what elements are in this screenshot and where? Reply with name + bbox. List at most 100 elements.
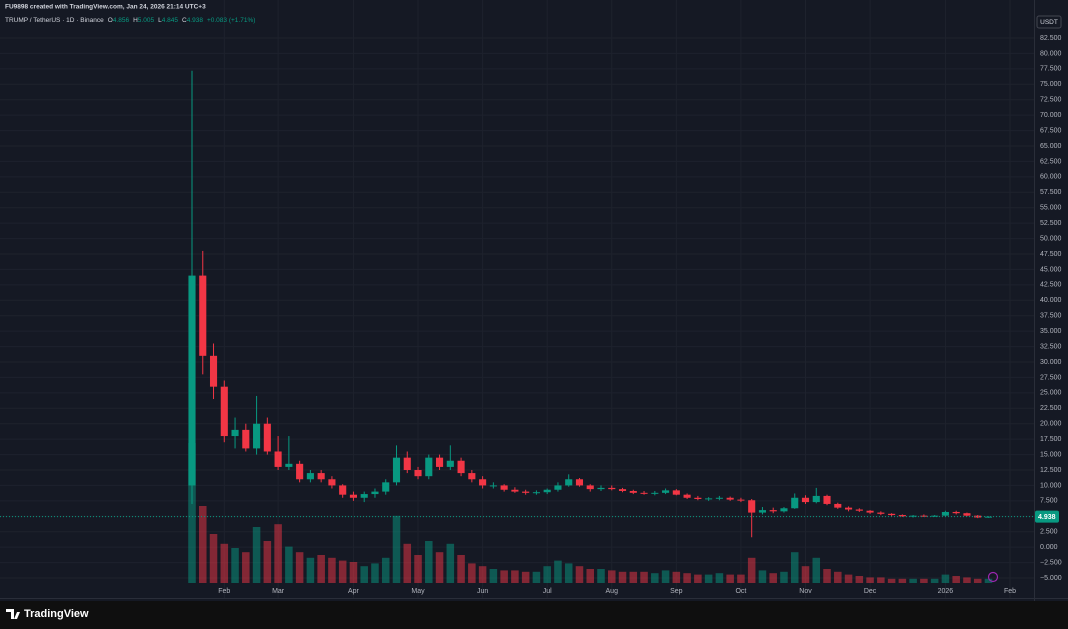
candle-body bbox=[898, 515, 906, 517]
y-tick-label: 72.500 bbox=[1040, 97, 1062, 104]
volume-bar bbox=[414, 555, 422, 583]
currency-button[interactable] bbox=[1036, 15, 1062, 29]
candle-body bbox=[532, 492, 540, 494]
legend-key: O bbox=[108, 17, 113, 24]
candle-body bbox=[941, 511, 949, 516]
volume-bar bbox=[543, 566, 551, 583]
volume-bar bbox=[381, 557, 390, 583]
candle-body bbox=[618, 489, 627, 491]
y-tick-label: 35.000 bbox=[1040, 328, 1062, 335]
y-tick-label: 37.500 bbox=[1040, 313, 1062, 320]
event-icon[interactable] bbox=[987, 571, 999, 583]
legend-key: L bbox=[158, 17, 162, 24]
volume-bar bbox=[909, 578, 917, 583]
candle-body bbox=[382, 482, 390, 492]
candle-body bbox=[392, 457, 401, 483]
y-tick-label: 82.500 bbox=[1040, 35, 1062, 42]
candle-body bbox=[414, 470, 422, 477]
candle-body bbox=[468, 473, 476, 480]
candle-body bbox=[748, 500, 756, 513]
x-tick-label: Jun bbox=[477, 588, 488, 595]
candle-body bbox=[543, 489, 551, 493]
candle-body bbox=[425, 457, 433, 477]
logo-icon bbox=[6, 609, 20, 619]
candle-body bbox=[963, 513, 971, 516]
attribution: FU9898 created with TradingView.com, Jan… bbox=[5, 4, 206, 11]
candle-body bbox=[791, 497, 799, 509]
volume-bar bbox=[629, 571, 638, 583]
candle-body bbox=[931, 515, 939, 517]
axes: −5.000−2.5000.0002.5005.0007.50010.00012… bbox=[218, 35, 1061, 595]
y-tick-label: 27.500 bbox=[1040, 374, 1062, 381]
y-tick-label: 57.500 bbox=[1040, 189, 1062, 196]
candle-body bbox=[242, 429, 250, 449]
volume-bar bbox=[769, 573, 777, 583]
volume-bar bbox=[973, 578, 982, 583]
y-tick-label: 25.000 bbox=[1040, 390, 1062, 397]
volume-bar bbox=[597, 569, 605, 583]
volume-bar bbox=[285, 546, 293, 583]
candle-body bbox=[457, 460, 465, 474]
volume-bar bbox=[661, 570, 670, 583]
x-tick-label: Dec bbox=[864, 588, 877, 595]
volume-bar bbox=[694, 574, 702, 583]
volume-bar bbox=[435, 552, 444, 583]
volume-bar bbox=[306, 557, 315, 583]
candle-body bbox=[909, 515, 917, 517]
volume-bar bbox=[403, 543, 412, 583]
last-price-tag bbox=[1035, 510, 1059, 523]
candle-body bbox=[812, 495, 820, 503]
candle-body bbox=[371, 491, 379, 495]
volume-bar bbox=[844, 574, 853, 583]
grid bbox=[0, 0, 1034, 598]
volume-bar bbox=[747, 557, 756, 583]
candle-body bbox=[328, 479, 336, 486]
volume-bar bbox=[446, 543, 455, 583]
candle-body bbox=[608, 487, 616, 490]
candle-body bbox=[446, 460, 454, 467]
candle-body bbox=[500, 485, 508, 490]
candle-body bbox=[920, 515, 928, 517]
volume-bar bbox=[554, 560, 562, 583]
legend-key: C bbox=[182, 17, 187, 24]
candle-body bbox=[188, 275, 196, 486]
footer-logo: TradingView bbox=[6, 608, 89, 620]
candle-body bbox=[726, 497, 734, 500]
y-tick-label: 60.000 bbox=[1040, 174, 1062, 181]
volume-bar bbox=[715, 573, 724, 583]
candle-body bbox=[586, 485, 594, 490]
candle-body bbox=[801, 497, 810, 503]
legend-value: 5.005 bbox=[138, 17, 155, 24]
y-tick-label: 75.000 bbox=[1040, 81, 1062, 88]
volume-bar bbox=[780, 571, 788, 583]
volume-bar bbox=[478, 566, 487, 583]
x-tick-label: Jul bbox=[543, 588, 552, 595]
candle-body bbox=[694, 497, 702, 500]
x-tick-label: Feb bbox=[1004, 588, 1016, 595]
candle-body bbox=[285, 463, 293, 467]
y-tick-label: 62.500 bbox=[1040, 158, 1062, 165]
volume-bar bbox=[683, 573, 691, 583]
volume-bar bbox=[704, 574, 713, 583]
candle-body bbox=[780, 508, 788, 512]
y-tick-label: 50.000 bbox=[1040, 235, 1062, 242]
candle-body bbox=[554, 485, 562, 490]
candle-body bbox=[823, 495, 831, 504]
y-tick-label: −5.000 bbox=[1040, 575, 1062, 582]
volume-bar bbox=[532, 571, 541, 583]
candle-body bbox=[360, 494, 368, 498]
x-tick-label: May bbox=[411, 588, 425, 595]
volume-bar bbox=[920, 578, 928, 583]
y-tick-label: 2.500 bbox=[1040, 529, 1058, 536]
volume-bar bbox=[468, 563, 476, 583]
volume-bar bbox=[812, 557, 821, 583]
legend: TRUMP / TetherUS · 1D · Binance O4.856 H5.… bbox=[5, 17, 255, 24]
candle-body bbox=[597, 487, 605, 490]
y-tick-label: 77.500 bbox=[1040, 66, 1062, 73]
volume-bar bbox=[866, 577, 874, 583]
volume-bar bbox=[274, 524, 282, 583]
volume-bar bbox=[737, 574, 745, 583]
candle-body bbox=[565, 479, 573, 486]
candle-body bbox=[834, 503, 842, 508]
candle-body bbox=[640, 492, 648, 494]
